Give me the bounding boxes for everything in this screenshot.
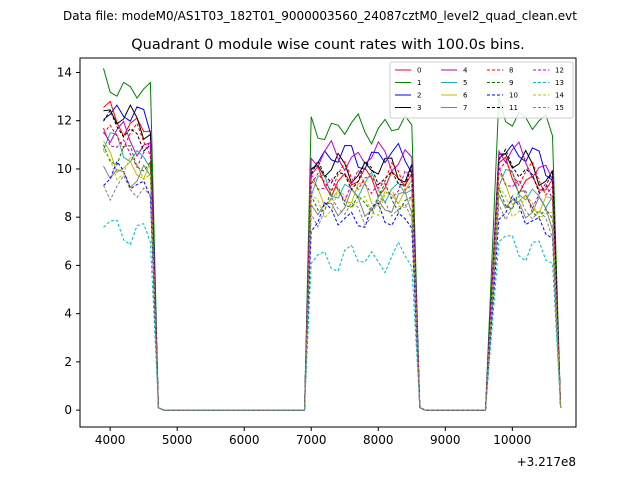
series-line-5	[103, 132, 562, 411]
x-tick-label: 10000	[493, 433, 531, 447]
legend-label: 10	[509, 92, 518, 100]
axes-frame	[79, 57, 577, 428]
series-line-8	[103, 122, 562, 411]
x-axis-offset-label: +3.217e8	[517, 455, 576, 469]
y-axis: 0 2 4 6 8 10 12 14	[57, 65, 80, 417]
legend-label: 0	[417, 67, 421, 75]
y-tick-label: 6	[64, 258, 72, 272]
series-line-10	[103, 160, 562, 411]
legend-label: 9	[509, 79, 513, 87]
series-line-11	[103, 109, 562, 411]
x-tick-label: 9000	[430, 433, 461, 447]
legend-label: 6	[463, 92, 468, 100]
x-tick-label: 4000	[95, 433, 126, 447]
legend-label: 14	[555, 92, 564, 100]
series-line-9	[103, 144, 562, 411]
legend-label: 5	[463, 79, 467, 87]
series-line-4	[103, 120, 562, 411]
legend-label: 3	[417, 104, 421, 112]
y-tick-label: 4	[64, 307, 72, 321]
y-tick-label: 10	[57, 162, 72, 176]
legend-label: 8	[509, 67, 513, 75]
legend-label: 1	[417, 79, 421, 87]
y-tick-label: 12	[57, 114, 72, 128]
x-tick-label: 6000	[229, 433, 260, 447]
legend-label: 13	[555, 79, 564, 87]
x-axis: 4000 5000 6000 7000 8000 9000 10000	[95, 427, 531, 447]
series-line-3	[103, 103, 562, 411]
legend-label: 15	[555, 104, 564, 112]
legend-label: 2	[417, 92, 421, 100]
x-tick-label: 5000	[162, 433, 193, 447]
series-line-13	[103, 219, 562, 411]
series-line-0	[103, 100, 562, 411]
plot-area	[103, 68, 562, 411]
legend-frame	[389, 61, 574, 119]
legend-label: 11	[509, 104, 518, 112]
chart-suptitle: Data file: modeM0/AS1T03_182T01_90000035…	[63, 9, 577, 23]
legend-label: 7	[463, 104, 467, 112]
series-line-15	[103, 174, 562, 411]
series-line-1	[103, 68, 562, 411]
y-tick-label: 2	[64, 355, 72, 369]
x-tick-label: 8000	[363, 433, 394, 447]
x-tick-label: 7000	[296, 433, 327, 447]
chart-title: Quadrant 0 module wise count rates with …	[131, 37, 525, 53]
legend-label: 12	[555, 67, 564, 75]
y-tick-label: 8	[64, 210, 72, 224]
legend-label: 4	[463, 67, 468, 75]
series-line-14	[103, 150, 562, 411]
y-tick-label: 14	[57, 65, 72, 79]
y-tick-label: 0	[64, 403, 72, 417]
series-line-12	[103, 127, 562, 411]
